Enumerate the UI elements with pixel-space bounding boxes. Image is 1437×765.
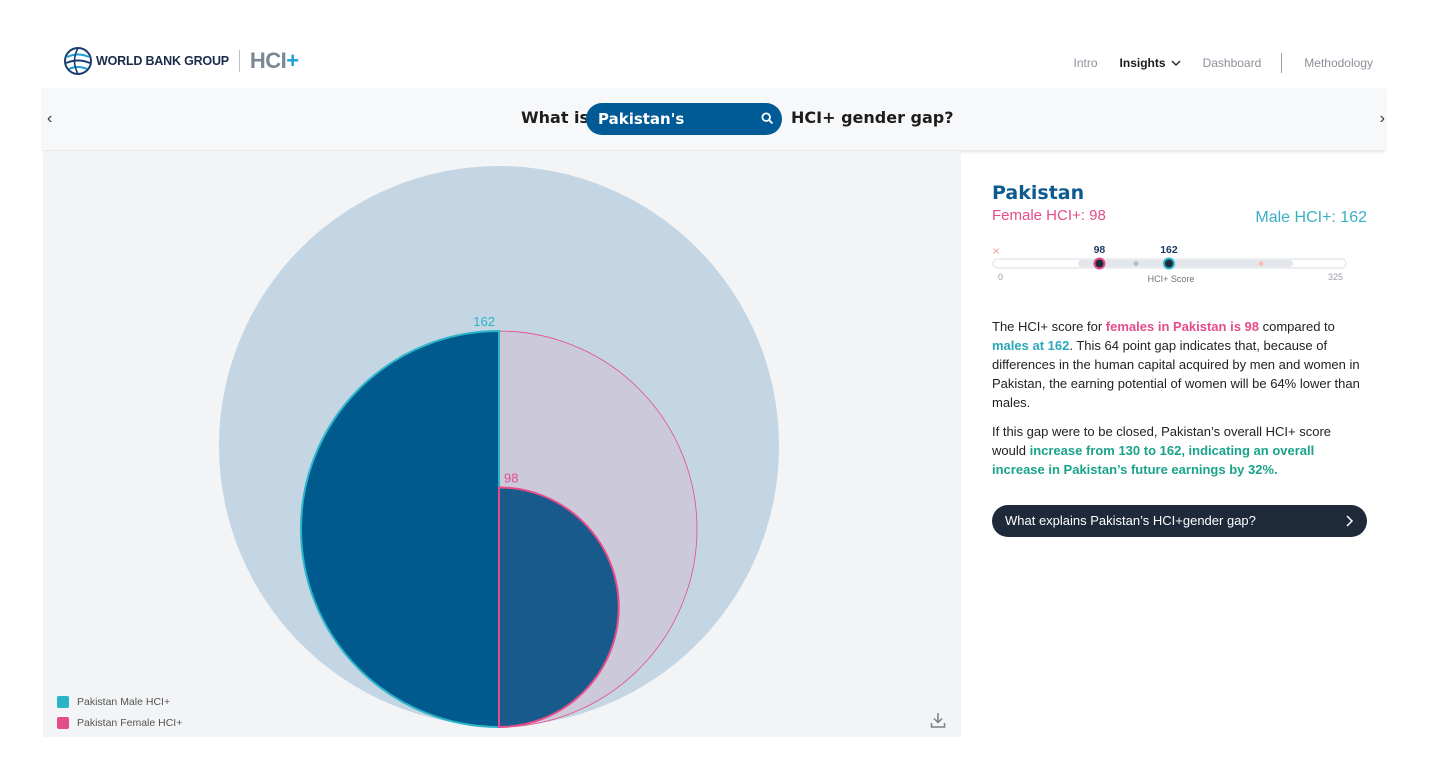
male-half-circle bbox=[300, 329, 500, 729]
male-hci-label: Male HCI+: 162 bbox=[1255, 209, 1367, 226]
question-prefix: What is bbox=[521, 108, 590, 127]
scale-axis-label: HCI+ Score bbox=[1148, 274, 1195, 284]
scale-distribution bbox=[1078, 260, 1293, 267]
world-bank-logo[interactable]: WORLD BANK GROUP HCI+ bbox=[63, 46, 299, 76]
legend-label-female: Pakistan Female HCI+ bbox=[77, 716, 183, 729]
product-plus: + bbox=[286, 48, 299, 73]
chart-legend: Pakistan Male HCI+ Pakistan Female HCI+ bbox=[57, 691, 182, 733]
p1-text-3: . This 64 point gap indicates that, beca… bbox=[992, 338, 1360, 410]
female-score-marker bbox=[1093, 257, 1106, 270]
main-nav: Intro Insights Dashboard Methodology bbox=[1052, 53, 1373, 73]
male-value-label: 162 bbox=[473, 314, 495, 329]
globe-icon bbox=[64, 47, 92, 75]
download-icon[interactable] bbox=[929, 711, 947, 729]
nav-methodology[interactable]: Methodology bbox=[1304, 56, 1373, 70]
nav-dashboard[interactable]: Dashboard bbox=[1202, 56, 1262, 70]
product-logo: HCI+ bbox=[250, 48, 299, 74]
chevron-right-icon bbox=[1346, 515, 1354, 527]
chevron-down-icon bbox=[1171, 60, 1181, 66]
legend-swatch-male bbox=[57, 695, 69, 708]
legend-label-male: Pakistan Male HCI+ bbox=[77, 695, 171, 708]
header: WORLD BANK GROUP HCI+ Intro Insights Das… bbox=[0, 0, 1437, 88]
p1-male-highlight: males at 162 bbox=[992, 338, 1070, 353]
explain-gap-label: What explains Pakistan’s HCI+gender gap? bbox=[1005, 513, 1256, 528]
p2-highlight: increase from 130 to 162, indicating an … bbox=[992, 443, 1315, 477]
gap-impact: If this gap were to be closed, Pakistan’… bbox=[992, 422, 1367, 479]
scale-dot-1 bbox=[1133, 261, 1139, 266]
scale-close-icon[interactable]: × bbox=[992, 246, 1000, 257]
search-icon[interactable] bbox=[761, 112, 774, 125]
female-hci-label: Female HCI+: 98 bbox=[992, 207, 1106, 224]
gap-description: The HCI+ score for females in Pakistan i… bbox=[992, 317, 1367, 412]
gender-gap-chart: 162 98 bbox=[219, 166, 779, 729]
scale-dot-2 bbox=[1258, 261, 1264, 266]
scale-min-label: 0 bbox=[998, 272, 1003, 282]
nav-insights-label: Insights bbox=[1119, 56, 1166, 70]
logo-divider bbox=[238, 50, 240, 72]
scale-max-label: 325 bbox=[1328, 272, 1343, 282]
question-suffix: HCI+ gender gap? bbox=[791, 108, 954, 127]
female-half-circle bbox=[498, 486, 620, 729]
question-bar: ‹ What is Pakistan's HCI+ gender gap? › bbox=[43, 88, 1385, 150]
next-arrow[interactable]: › bbox=[1379, 110, 1385, 127]
country-title: Pakistan bbox=[992, 182, 1085, 204]
male-score-marker bbox=[1162, 257, 1175, 270]
legend-item-female[interactable]: Pakistan Female HCI+ bbox=[57, 712, 182, 733]
female-value-label: 98 bbox=[504, 470, 518, 485]
nav-divider bbox=[1281, 53, 1283, 73]
female-score-text: 98 bbox=[1094, 244, 1106, 256]
nav-insights[interactable]: Insights bbox=[1120, 56, 1181, 70]
country-search-input[interactable]: Pakistan's bbox=[586, 103, 782, 135]
previous-arrow[interactable]: ‹ bbox=[47, 110, 53, 127]
male-score-text: 162 bbox=[1160, 244, 1178, 256]
product-name: HCI bbox=[249, 48, 287, 73]
p1-text-2: compared to bbox=[1259, 319, 1335, 334]
hci-score-scale: × 0 325 HCI+ Score 98 162 bbox=[992, 244, 1347, 284]
nav-intro[interactable]: Intro bbox=[1073, 56, 1098, 70]
p1-text-1: The HCI+ score for bbox=[992, 319, 1106, 334]
p2-text-1: If this gap were to be closed, Pakistan’… bbox=[992, 424, 1332, 458]
explain-gap-button[interactable]: What explains Pakistan’s HCI+gender gap? bbox=[992, 505, 1367, 537]
p1-female-highlight: females in Pakistan is 98 bbox=[1105, 319, 1259, 334]
country-search-value: Pakistan's bbox=[598, 110, 685, 128]
legend-item-male[interactable]: Pakistan Male HCI+ bbox=[57, 691, 182, 712]
legend-swatch-female bbox=[57, 716, 69, 729]
org-name: WORLD BANK GROUP bbox=[96, 54, 229, 68]
chart-panel: 162 98 Pakistan Male HCI+ Pakistan Female… bbox=[43, 151, 961, 737]
